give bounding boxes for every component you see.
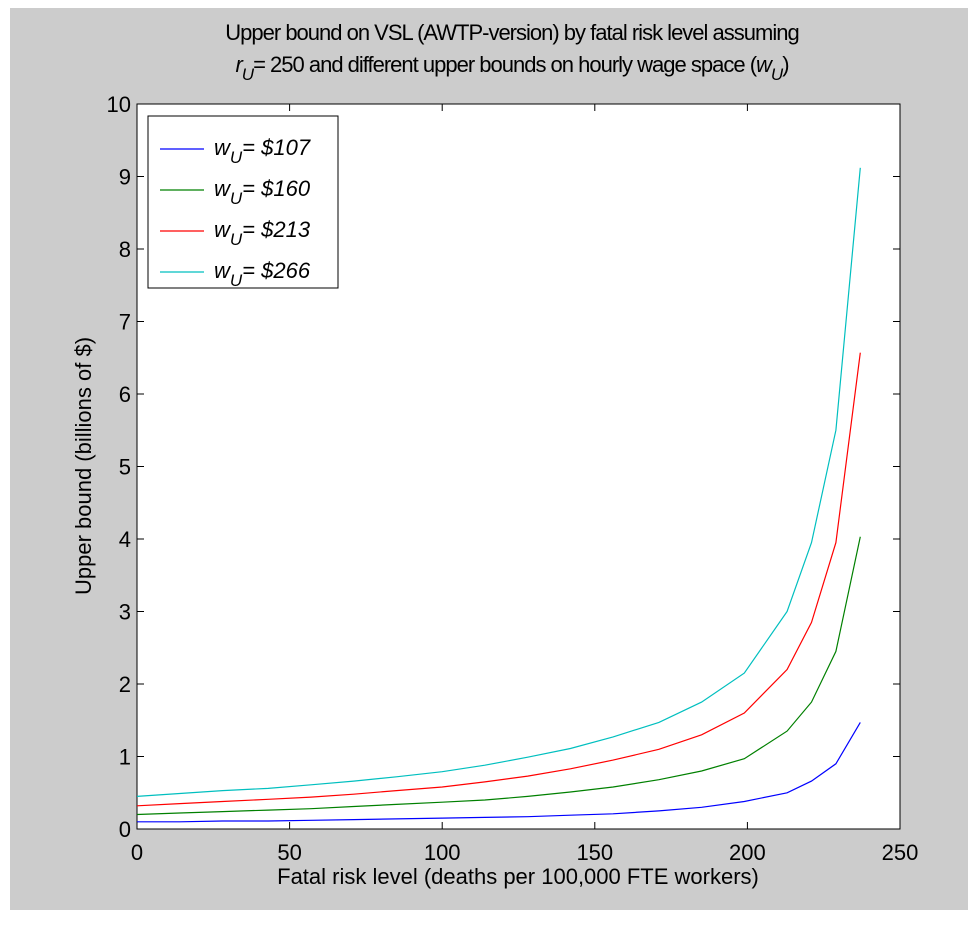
title-sub-u: U [242, 65, 255, 84]
x-tick-label: 200 [729, 840, 766, 865]
title-var-w: w [756, 52, 774, 77]
x-tick-label: 150 [576, 840, 613, 865]
title-var-r: r [235, 52, 244, 77]
title-sub-u2: U [771, 65, 784, 84]
y-tick-label: 9 [119, 165, 131, 190]
y-tick-label: 4 [119, 527, 131, 552]
y-axis-label: Upper bound (billions of $) [71, 337, 96, 595]
legend: wU= $107 wU= $160 wU= $213 wU= $266 [147, 115, 339, 290]
y-tick-label: 2 [119, 672, 131, 697]
x-tick-label: 250 [882, 840, 919, 865]
x-tick-label: 0 [131, 840, 143, 865]
series-line-4 [136, 167, 861, 797]
chart-title-line2: rU= 250 and different upper bounds on ho… [235, 52, 788, 84]
legend-label-1: wU= $107 [214, 135, 311, 167]
series-line-1 [137, 722, 861, 823]
y-tick-label: 6 [119, 382, 131, 407]
y-tick-label: 0 [119, 817, 131, 842]
y-tick-label: 10 [107, 92, 131, 117]
legend-box [147, 115, 339, 289]
y-tick-label: 5 [119, 455, 131, 480]
series-line-2 [136, 536, 861, 816]
legend-label-4: wU= $266 [214, 258, 311, 290]
axis-ticks: 0 50 100 150 200 250 0 1 2 3 4 5 6 7 8 9 10 [107, 92, 919, 865]
title-text-mid: = 250 and different upper bounds on hour… [253, 52, 758, 77]
y-tick-label: 7 [119, 310, 131, 335]
series-line-3 [136, 352, 861, 807]
y-tick-label: 3 [119, 600, 131, 625]
x-axis-label: Fatal risk level (deaths per 100,000 FTE… [277, 864, 759, 889]
legend-label-3: wU= $213 [214, 217, 311, 249]
y-tick-label: 1 [119, 745, 131, 770]
y-tick-label: 8 [119, 237, 131, 262]
x-tick-label: 100 [424, 840, 461, 865]
chart-title-line1: Upper bound on VSL (AWTP-version) by fat… [225, 20, 798, 45]
series-lines [136, 167, 861, 823]
legend-label-2: wU= $160 [214, 176, 311, 208]
x-tick-label: 50 [277, 840, 301, 865]
title-close: ) [782, 52, 788, 77]
